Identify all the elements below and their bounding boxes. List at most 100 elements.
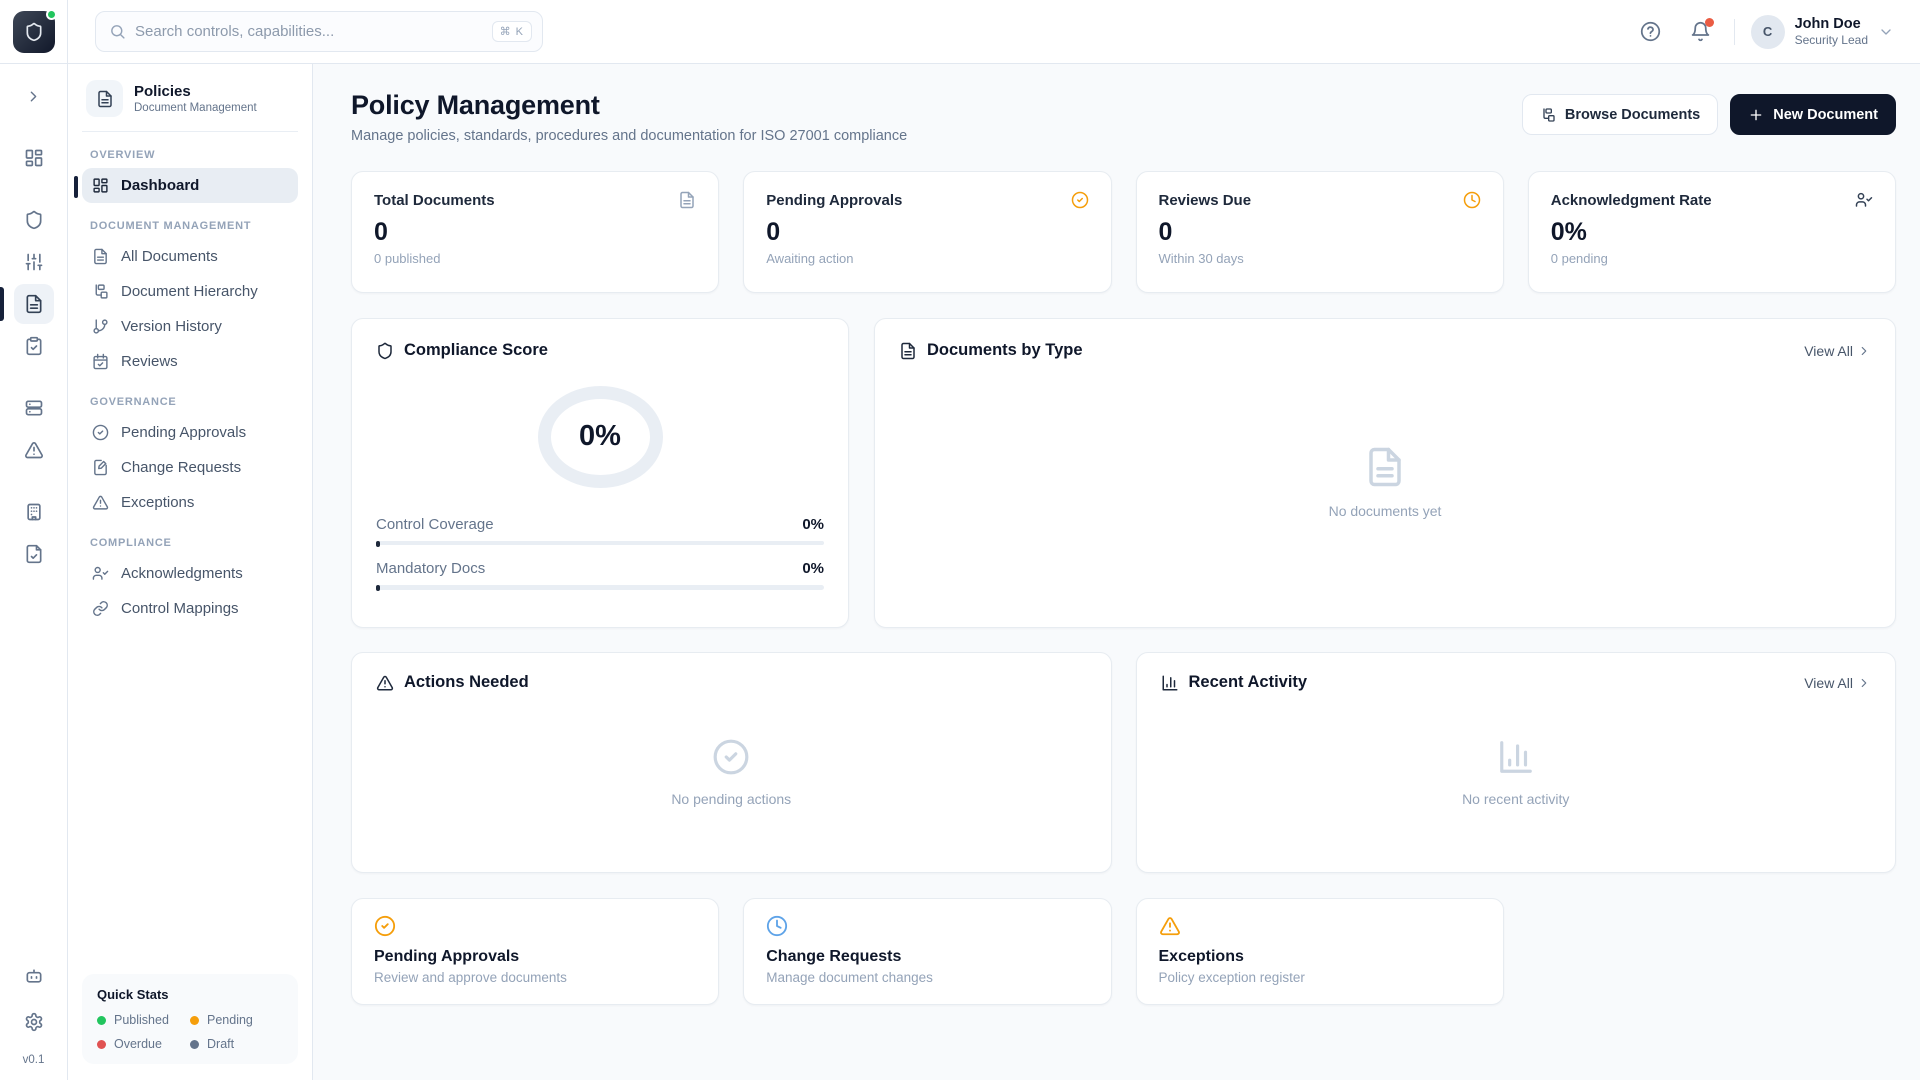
sidebar-item-label: Pending Approvals <box>121 424 247 441</box>
topbar-divider <box>1733 18 1735 45</box>
rail-item-dashboard[interactable] <box>14 138 54 178</box>
no-activity-text: No recent activity <box>1462 790 1570 807</box>
rail-item-security[interactable] <box>14 200 54 240</box>
rail-item-policies[interactable] <box>0 284 54 324</box>
stat-card-reviews-due: Reviews Due 0 Within 30 days <box>1135 171 1504 293</box>
rail-item-assistant[interactable] <box>14 956 54 996</box>
page-subtitle: Manage policies, standards, procedures a… <box>351 128 908 144</box>
sidebar-item-label: Control Mappings <box>121 600 239 617</box>
user-check-icon <box>92 565 109 582</box>
logo-zone <box>0 0 68 64</box>
warning-triangle-icon <box>1159 915 1481 937</box>
document-icon <box>92 248 109 265</box>
hierarchy-tree-icon <box>92 283 109 300</box>
sidebar: Policies Document Management OVERVIEW Da… <box>68 64 313 1080</box>
sidebar-item-all-documents[interactable]: All Documents <box>82 239 298 274</box>
stat-label: Acknowledgment Rate <box>1550 191 1712 209</box>
link-card-title: Exceptions <box>1158 948 1244 965</box>
control-coverage-label: Control Coverage <box>376 515 494 533</box>
search-icon <box>109 23 126 40</box>
quick-stat-label: Draft <box>207 1037 235 1051</box>
new-document-label: New Document <box>1773 106 1878 123</box>
sidebar-item-pending-approvals[interactable]: Pending Approvals <box>82 415 298 450</box>
clipboard-check-icon <box>24 336 44 356</box>
warning-triangle-icon <box>24 440 44 460</box>
rail-item-settings[interactable] <box>14 1002 54 1042</box>
sidebar-item-label: Document Hierarchy <box>121 283 258 300</box>
recent-activity-title: Recent Activity <box>1188 673 1308 691</box>
chevron-right-icon <box>1857 676 1871 690</box>
plus-icon <box>1748 107 1764 123</box>
exceptions-link-card[interactable]: Exceptions Policy exception register <box>1135 898 1504 1005</box>
rail-expand-button[interactable] <box>14 76 54 116</box>
new-document-button[interactable]: New Document <box>1730 94 1896 135</box>
file-edit-icon <box>92 459 109 476</box>
sidebar-item-reviews[interactable]: Reviews <box>82 344 298 379</box>
sidebar-item-label: Dashboard <box>121 177 200 194</box>
compliance-score-value: 0% <box>579 420 621 453</box>
search-input[interactable] <box>135 23 483 40</box>
rail-item-assessments[interactable] <box>14 326 54 366</box>
stat-card-acknowledgment-rate: Acknowledgment Rate 0% 0 pending <box>1527 171 1896 293</box>
document-icon <box>678 191 696 209</box>
quick-stat-label: Published <box>114 1013 169 1027</box>
clock-icon <box>766 915 1088 937</box>
pending-approvals-link-card[interactable]: Pending Approvals Review and approve doc… <box>351 898 720 1005</box>
rail-item-audits[interactable] <box>14 534 54 574</box>
avatar: C <box>1750 14 1785 49</box>
user-menu[interactable]: C John Doe Security Lead <box>1750 14 1894 49</box>
sidebar-item-label: Exceptions <box>121 494 195 511</box>
app-logo[interactable] <box>12 8 57 53</box>
circle-check-icon <box>92 424 109 441</box>
stat-value: 0 <box>1158 218 1173 246</box>
sidebar-item-version-history[interactable]: Version History <box>82 309 298 344</box>
compliance-score-card: Compliance Score 0% Control Coverage 0% … <box>351 318 849 628</box>
notifications-button[interactable] <box>1684 15 1718 49</box>
stat-sub: 0 published <box>374 251 441 266</box>
module-subtitle: Document Management <box>134 102 257 114</box>
sidebar-item-label: Version History <box>121 318 222 335</box>
rail-item-assets[interactable] <box>14 388 54 428</box>
chevron-right-icon <box>1857 344 1871 358</box>
sidebar-item-exceptions[interactable]: Exceptions <box>82 485 298 520</box>
clock-icon <box>1463 191 1481 209</box>
sidebar-item-control-mappings[interactable]: Control Mappings <box>82 591 298 626</box>
stat-value: 0 <box>766 218 781 246</box>
change-requests-link-card[interactable]: Change Requests Manage document changes <box>743 898 1112 1005</box>
sidebar-item-label: Reviews <box>121 353 178 370</box>
building-icon <box>24 502 44 522</box>
browse-documents-label: Browse Documents <box>1564 106 1701 123</box>
sidebar-item-acknowledgments[interactable]: Acknowledgments <box>82 556 298 591</box>
user-check-icon <box>1855 191 1873 209</box>
view-all-label: View All <box>1804 674 1853 691</box>
dashboard-grid-icon <box>24 148 44 168</box>
quick-stats-title: Quick Stats <box>97 987 169 1002</box>
quick-stat-label: Pending <box>207 1013 253 1027</box>
recent-activity-card: Recent Activity View All No recent activ… <box>1135 652 1896 873</box>
sidebar-item-document-hierarchy[interactable]: Document Hierarchy <box>82 274 298 309</box>
rail-item-organization[interactable] <box>14 492 54 532</box>
sidebar-item-change-requests[interactable]: Change Requests <box>82 450 298 485</box>
section-label-document-management: DOCUMENT MANAGEMENT <box>90 220 252 232</box>
sidebar-item-label: All Documents <box>121 248 218 265</box>
activity-view-all-link[interactable]: View All <box>1804 675 1871 691</box>
rail-item-risks[interactable] <box>14 430 54 470</box>
browse-documents-button[interactable]: Browse Documents <box>1521 94 1719 135</box>
stat-sub: 0 pending <box>1550 251 1608 266</box>
sidebar-item-dashboard[interactable]: Dashboard <box>74 168 298 203</box>
draft-dot <box>190 1039 199 1049</box>
global-search[interactable]: ⌘ K <box>95 11 543 52</box>
section-label-compliance: COMPLIANCE <box>90 537 172 549</box>
compliance-score-title: Compliance Score <box>404 341 548 359</box>
rail-item-controls[interactable] <box>14 242 54 282</box>
stat-value: 0% <box>1550 218 1587 246</box>
mandatory-docs-value: 0% <box>802 560 824 578</box>
quick-stat-overdue: Overdue <box>97 1037 190 1051</box>
documents-view-all-link[interactable]: View All <box>1804 343 1871 359</box>
stat-label: Total Documents <box>374 191 495 209</box>
stat-card-pending-approvals: Pending Approvals 0 Awaiting action <box>743 171 1112 293</box>
sliders-icon <box>24 252 44 272</box>
help-button[interactable] <box>1634 15 1668 49</box>
circle-check-icon <box>374 915 696 937</box>
calendar-check-icon <box>92 353 109 370</box>
